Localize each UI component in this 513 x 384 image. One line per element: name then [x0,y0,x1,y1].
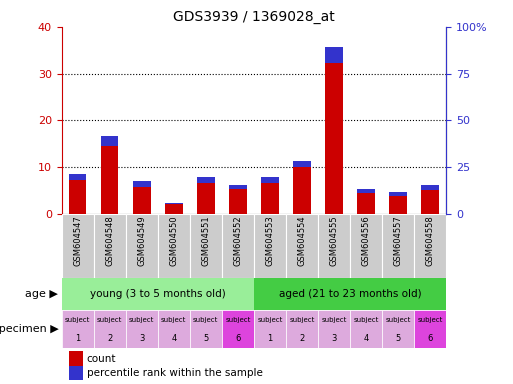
Bar [101,136,119,146]
Text: 3: 3 [331,334,337,343]
Text: subject: subject [386,316,411,323]
Text: subject: subject [65,316,90,323]
Bar [133,181,150,187]
Bar [101,146,119,214]
Text: aged (21 to 23 months old): aged (21 to 23 months old) [279,289,422,299]
Text: subject: subject [418,316,443,323]
Bar [190,310,222,348]
Bar [254,310,286,348]
Text: age ▶: age ▶ [26,289,58,299]
Text: subject: subject [193,316,219,323]
Text: GSM604547: GSM604547 [73,216,82,266]
Bar [389,196,407,214]
Text: percentile rank within the sample: percentile rank within the sample [87,368,263,378]
Text: 1: 1 [75,334,80,343]
Text: 6: 6 [428,334,433,343]
Text: GSM604549: GSM604549 [137,216,146,266]
Text: GSM604554: GSM604554 [298,216,307,266]
Bar [126,310,158,348]
Text: GSM604550: GSM604550 [169,216,179,266]
Text: GSM604553: GSM604553 [265,216,274,266]
Bar [389,192,407,196]
Bar [382,214,415,278]
Bar [93,214,126,278]
Text: specimen ▶: specimen ▶ [0,324,58,334]
Text: young (3 to 5 months old): young (3 to 5 months old) [90,289,226,299]
Text: GSM604551: GSM604551 [201,216,210,266]
Bar [222,310,254,348]
Text: subject: subject [322,316,347,323]
Bar [325,46,343,63]
Bar [261,177,279,183]
Bar [222,214,254,278]
Bar [69,351,83,366]
Text: GSM604558: GSM604558 [426,216,435,266]
Text: GSM604555: GSM604555 [329,216,339,266]
Text: 5: 5 [396,334,401,343]
Text: subject: subject [225,316,250,323]
Bar [350,214,382,278]
Text: GSM604556: GSM604556 [362,216,371,266]
Bar [415,310,446,348]
Bar [358,193,375,214]
Bar [62,310,93,348]
Bar [358,189,375,193]
Text: 5: 5 [203,334,208,343]
Bar [286,310,318,348]
Bar [69,174,86,180]
Text: subject: subject [289,316,314,323]
Text: 4: 4 [171,334,176,343]
Text: 2: 2 [107,334,112,343]
Bar [133,187,150,214]
Text: subject: subject [161,316,186,323]
Bar [165,202,183,204]
Bar [93,310,126,348]
Bar [422,190,439,214]
Bar [62,214,93,278]
Bar [190,214,222,278]
Text: 4: 4 [364,334,369,343]
Bar [197,177,214,183]
Bar [261,183,279,214]
Text: 3: 3 [139,334,144,343]
Bar [350,310,382,348]
Bar [325,63,343,214]
Bar [254,214,286,278]
Text: GSM604552: GSM604552 [233,216,243,266]
Bar [158,214,190,278]
Text: 2: 2 [300,334,305,343]
Text: subject: subject [353,316,379,323]
Text: GSM604548: GSM604548 [105,216,114,266]
Text: subject: subject [129,316,154,323]
Text: GSM604557: GSM604557 [393,216,403,266]
Text: 6: 6 [235,334,241,343]
Text: subject: subject [97,316,122,323]
Bar [229,185,247,189]
Bar [69,366,83,380]
Title: GDS3939 / 1369028_at: GDS3939 / 1369028_at [173,10,335,25]
Bar [293,167,311,214]
Bar [126,214,158,278]
Text: count: count [87,354,116,364]
Bar [254,278,446,310]
Bar [158,310,190,348]
Text: 1: 1 [267,334,272,343]
Bar [165,204,183,214]
Text: subject: subject [258,316,283,323]
Bar [286,214,318,278]
Bar [422,185,439,190]
Bar [382,310,415,348]
Bar [318,214,350,278]
Bar [197,183,214,214]
Bar [229,189,247,214]
Bar [293,161,311,167]
Bar [69,180,86,214]
Bar [415,214,446,278]
Bar [318,310,350,348]
